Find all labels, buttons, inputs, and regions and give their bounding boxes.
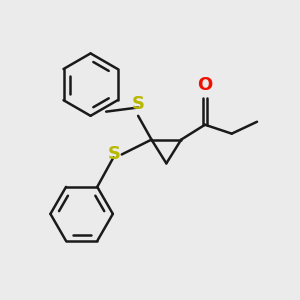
Text: O: O <box>197 76 213 94</box>
Text: S: S <box>107 146 120 164</box>
Text: S: S <box>132 95 145 113</box>
